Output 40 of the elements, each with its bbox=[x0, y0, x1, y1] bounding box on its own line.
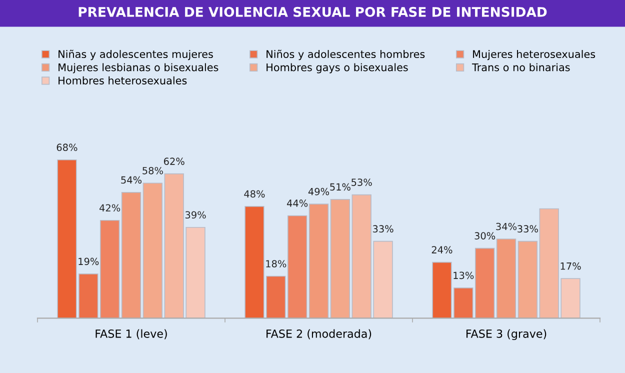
data-label: 30% bbox=[474, 232, 496, 240]
legend-label: Mujeres lesbianas o bisexuales bbox=[58, 63, 218, 74]
legend-label: Mujeres heterosexuales bbox=[473, 50, 596, 60]
legend-label: Trans o no binarias bbox=[472, 63, 570, 72]
data-label: 49% bbox=[308, 188, 330, 196]
bar bbox=[142, 182, 163, 318]
legend-label: Niños y adolescentes hombres bbox=[266, 50, 425, 60]
data-label: 18% bbox=[266, 260, 286, 268]
data-label: 51% bbox=[330, 183, 350, 191]
x-tick-label: FASE 1 (leve) bbox=[96, 329, 167, 340]
x-tick-label: FASE 3 (grave) bbox=[466, 329, 546, 340]
bar bbox=[474, 248, 495, 318]
data-label: 62% bbox=[164, 158, 184, 165]
data-label: 17% bbox=[560, 262, 581, 270]
bar bbox=[100, 220, 120, 318]
bar bbox=[287, 215, 308, 318]
legend-label: Hombres heterosexuales bbox=[58, 76, 187, 84]
bar bbox=[496, 238, 516, 318]
x-tick-label: FASE 2 (moderada) bbox=[266, 329, 372, 340]
data-label: 33% bbox=[518, 225, 538, 233]
data-label: 39% bbox=[185, 211, 206, 219]
legend-label: Hombres gays o bisexuales bbox=[266, 63, 408, 74]
data-label: 58% bbox=[142, 166, 163, 174]
data-label: 54% bbox=[121, 176, 142, 184]
legend-label: Niñas y adolescentes mujeres bbox=[58, 50, 213, 60]
data-label: 53% bbox=[352, 178, 372, 186]
bar bbox=[330, 199, 350, 318]
data-label: 68% bbox=[56, 144, 78, 152]
data-label: 44% bbox=[286, 200, 308, 207]
bar bbox=[308, 204, 329, 318]
chart-title: PREVALENCIA DE VIOLENCIA SEXUAL POR FASE DE INTENSIDAD bbox=[78, 6, 547, 17]
data-label: 34% bbox=[496, 222, 517, 230]
bar bbox=[121, 192, 142, 318]
bar bbox=[518, 240, 538, 318]
data-label: 19% bbox=[78, 258, 99, 266]
data-label: 48% bbox=[244, 190, 265, 198]
data-label: 33% bbox=[372, 225, 394, 233]
data-label: 42% bbox=[99, 204, 120, 212]
data-label: 13% bbox=[454, 272, 474, 280]
data-label: 24% bbox=[432, 246, 452, 254]
